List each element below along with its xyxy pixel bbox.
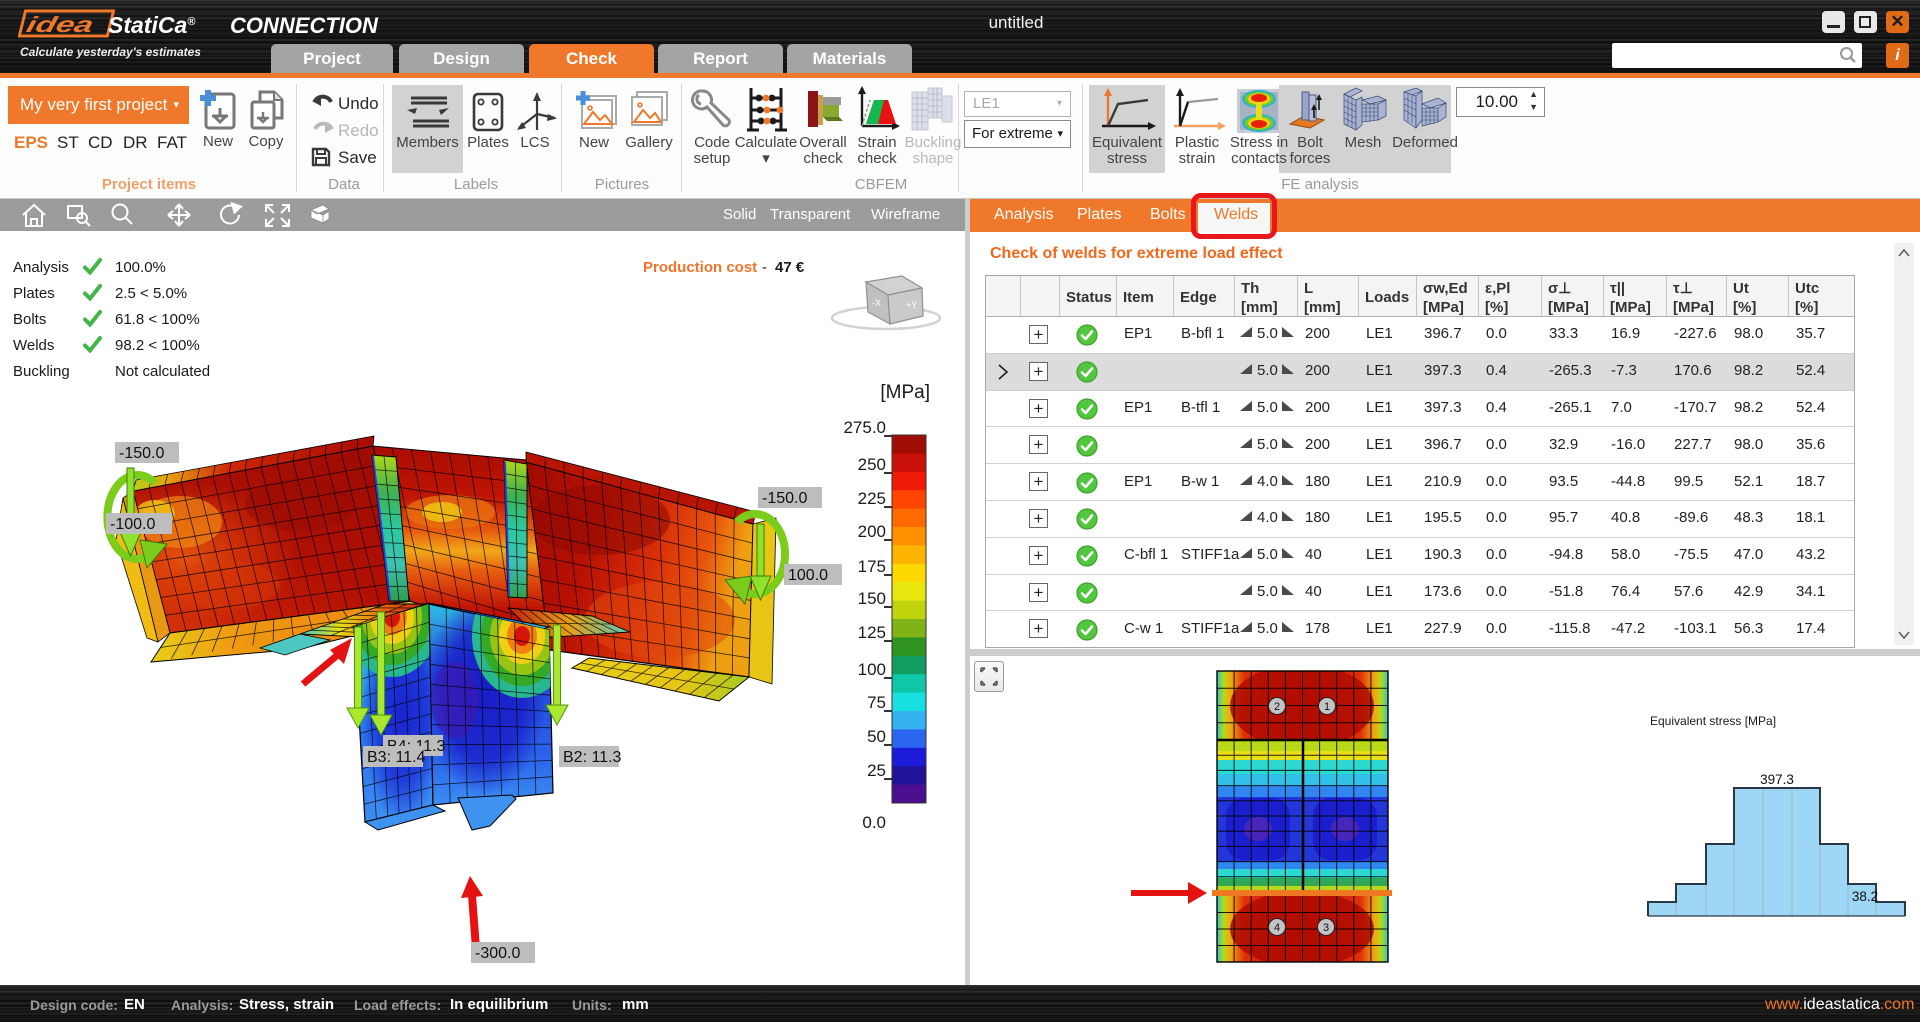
svg-text:StatiCa®: StatiCa® [108,12,196,38]
svg-text:[MPa]: [MPa] [880,382,930,403]
svg-text:150: 150 [858,589,886,608]
svg-text:100: 100 [858,660,886,679]
svg-text:250: 250 [858,455,886,474]
svg-text:3: 3 [1323,922,1329,934]
svg-text:1: 1 [1324,701,1330,713]
svg-text:100.0: 100.0 [788,567,828,584]
svg-text:38.2: 38.2 [1852,889,1878,904]
svg-text:B3: 11.4: B3: 11.4 [367,749,426,766]
svg-text:-150.0: -150.0 [762,490,807,507]
svg-text:75: 75 [867,693,886,712]
svg-text:125: 125 [858,623,886,642]
svg-text:+Y: +Y [906,300,917,310]
svg-text:225: 225 [858,489,886,508]
svg-text:B2: 11.3: B2: 11.3 [563,749,622,766]
svg-text:-300.0: -300.0 [475,945,520,962]
svg-text:-X: -X [872,298,881,308]
svg-text:-100.0: -100.0 [110,516,155,533]
svg-text:175: 175 [858,557,886,576]
svg-text:0.0: 0.0 [862,813,886,832]
svg-text:50: 50 [867,727,886,746]
svg-text:25: 25 [867,761,886,780]
svg-text:200: 200 [858,522,886,541]
svg-text:2: 2 [1274,701,1280,713]
svg-text:idea: idea [24,12,96,37]
svg-text:4: 4 [1274,922,1280,934]
svg-text:-150.0: -150.0 [119,445,164,462]
svg-text:275.0: 275.0 [843,418,886,437]
svg-text:397.3: 397.3 [1760,772,1794,787]
